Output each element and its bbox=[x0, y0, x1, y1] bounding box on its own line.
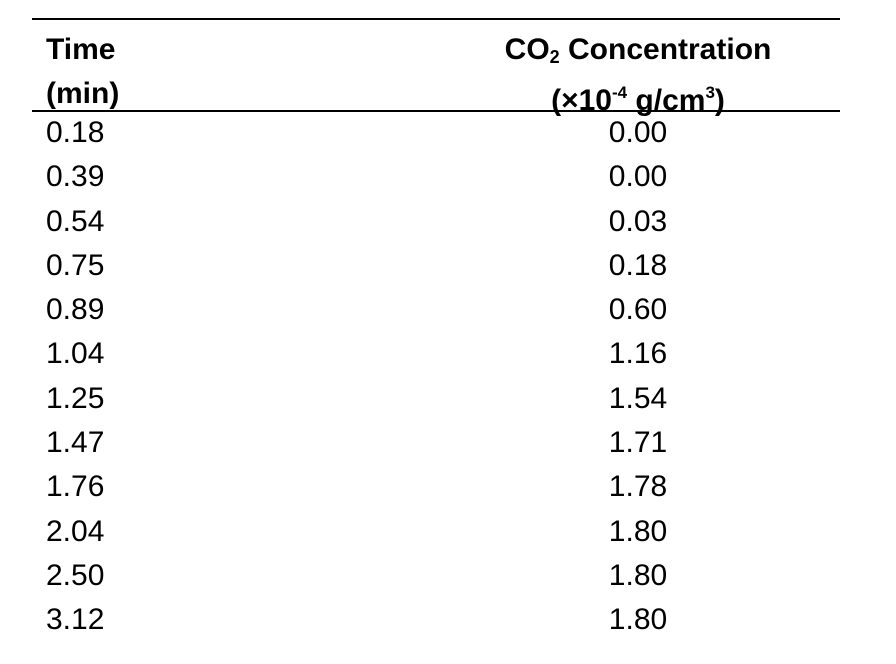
table-row: 1.04 1.16 bbox=[32, 333, 840, 377]
table-row: 1.47 1.71 bbox=[32, 422, 840, 466]
header-co2: CO2 Concentration (×10-4 g/cm3) bbox=[428, 28, 848, 123]
header-unit-exponent: -4 bbox=[611, 83, 628, 102]
cell-time: 0.75 bbox=[46, 248, 105, 282]
table-header-rule bbox=[32, 110, 840, 112]
table-header: Time (min) CO2 Concentration (×10-4 g/cm… bbox=[32, 20, 840, 117]
header-unit-suffix: ) bbox=[714, 84, 725, 117]
table-row: 0.89 0.60 bbox=[32, 289, 840, 333]
cell-co2: 1.54 bbox=[608, 381, 668, 415]
cell-time: 2.04 bbox=[46, 514, 105, 548]
header-time: Time (min) bbox=[46, 28, 119, 116]
table-row: 0.54 0.03 bbox=[32, 201, 840, 245]
header-unit-prefix: (×10 bbox=[551, 84, 612, 117]
header-time-line2: (min) bbox=[46, 77, 120, 110]
header-co2-subscript: 2 bbox=[549, 47, 560, 67]
cell-time: 1.47 bbox=[46, 426, 105, 460]
cell-time: 0.18 bbox=[46, 116, 105, 149]
cell-co2: 0.03 bbox=[608, 204, 668, 238]
table-body: 0.18 0.00 0.39 0.00 0.54 0.03 0.75 0.18 0.89 0.60… bbox=[32, 112, 840, 644]
data-table: Time (min) CO2 Concentration (×10-4 g/cm… bbox=[32, 18, 840, 644]
header-unit-exponent2: 3 bbox=[705, 83, 715, 102]
table-row: 1.25 1.54 bbox=[32, 378, 840, 422]
table-row: 1.76 1.78 bbox=[32, 466, 840, 510]
cell-co2: 0.60 bbox=[608, 293, 668, 327]
cell-time: 0.39 bbox=[46, 160, 105, 194]
cell-co2: 0.00 bbox=[608, 160, 668, 194]
header-time-line1: Time bbox=[46, 33, 116, 66]
cell-time: 0.89 bbox=[46, 293, 105, 327]
cell-time: 1.04 bbox=[46, 337, 105, 371]
table-row: 0.18 0.00 bbox=[32, 112, 840, 156]
header-co2-suffix: Concentration bbox=[559, 33, 772, 66]
cell-co2: 1.80 bbox=[608, 514, 668, 548]
header-co2-text: CO bbox=[504, 33, 550, 66]
table-row: 0.39 0.00 bbox=[32, 156, 840, 200]
cell-time: 2.50 bbox=[46, 558, 105, 592]
cell-co2: 1.80 bbox=[608, 603, 668, 637]
cell-co2: 1.78 bbox=[608, 470, 668, 504]
header-co2-line1: CO2 Concentration bbox=[428, 28, 848, 79]
header-unit-mid: g/cm bbox=[627, 84, 706, 117]
cell-co2: 1.80 bbox=[608, 558, 668, 592]
cell-co2: 0.00 bbox=[608, 116, 668, 149]
cell-time: 3.12 bbox=[46, 603, 105, 637]
cell-time: 0.54 bbox=[46, 204, 105, 238]
cell-time: 1.25 bbox=[46, 381, 105, 415]
cell-time: 1.76 bbox=[46, 470, 105, 504]
cell-co2: 0.18 bbox=[608, 248, 668, 282]
table-row: 2.50 1.80 bbox=[32, 555, 840, 599]
table-row: 3.12 1.80 bbox=[32, 599, 840, 643]
header-co2-line2: (×10-4 g/cm3) bbox=[428, 79, 848, 123]
table-row: 0.75 0.18 bbox=[32, 245, 840, 289]
table-row: 2.04 1.80 bbox=[32, 511, 840, 555]
table-top-rule bbox=[32, 18, 840, 20]
cell-co2: 1.16 bbox=[608, 337, 668, 371]
cell-co2: 1.71 bbox=[608, 426, 668, 460]
